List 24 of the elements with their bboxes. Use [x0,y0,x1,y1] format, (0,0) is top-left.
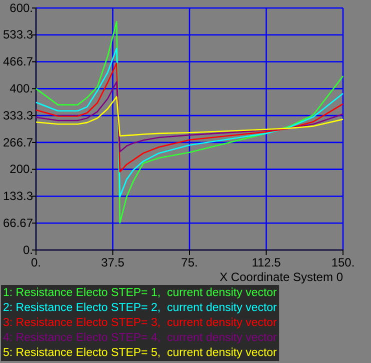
x-tick-label: 112.5 [252,256,282,270]
line-series [35,62,344,172]
y-tick-label: 0. [22,242,33,257]
y-tick-label: 400. [10,82,33,96]
y-tick-label: 600. [10,0,33,15]
y-tick-label: 66.67 [2,216,34,230]
text: 4: Resistance Electo STEP= 4, current density vector [3,332,278,344]
line-series [35,48,344,198]
text: 5: Resistance Electo STEP= 5, current density vector [3,347,278,359]
x-axis-title: X Coordinate System 0 [220,270,344,284]
line-series [35,81,344,152]
y-tick-label: 333.3 [2,108,34,122]
y-tick-label: 133.3 [2,189,34,204]
line-series [35,96,344,137]
x-tick-label: 75. [181,256,198,270]
text: 1: Resistance Electo STEP= 1, current density vector [3,287,278,299]
x-tick-label: 37.5 [101,256,125,270]
text: 2: Resistance Electo STEP= 2, current density vector [3,302,278,314]
y-tick-label: 533.3 [2,28,34,42]
y-tick-label: 200. [10,162,33,176]
x-tick-label: 150. [331,256,355,270]
y-tick-label: 466.7 [2,54,34,69]
text: 3: Resistance Electo STEP= 3, current density vector [3,317,278,329]
y-tick-label: 266.7 [2,135,34,150]
